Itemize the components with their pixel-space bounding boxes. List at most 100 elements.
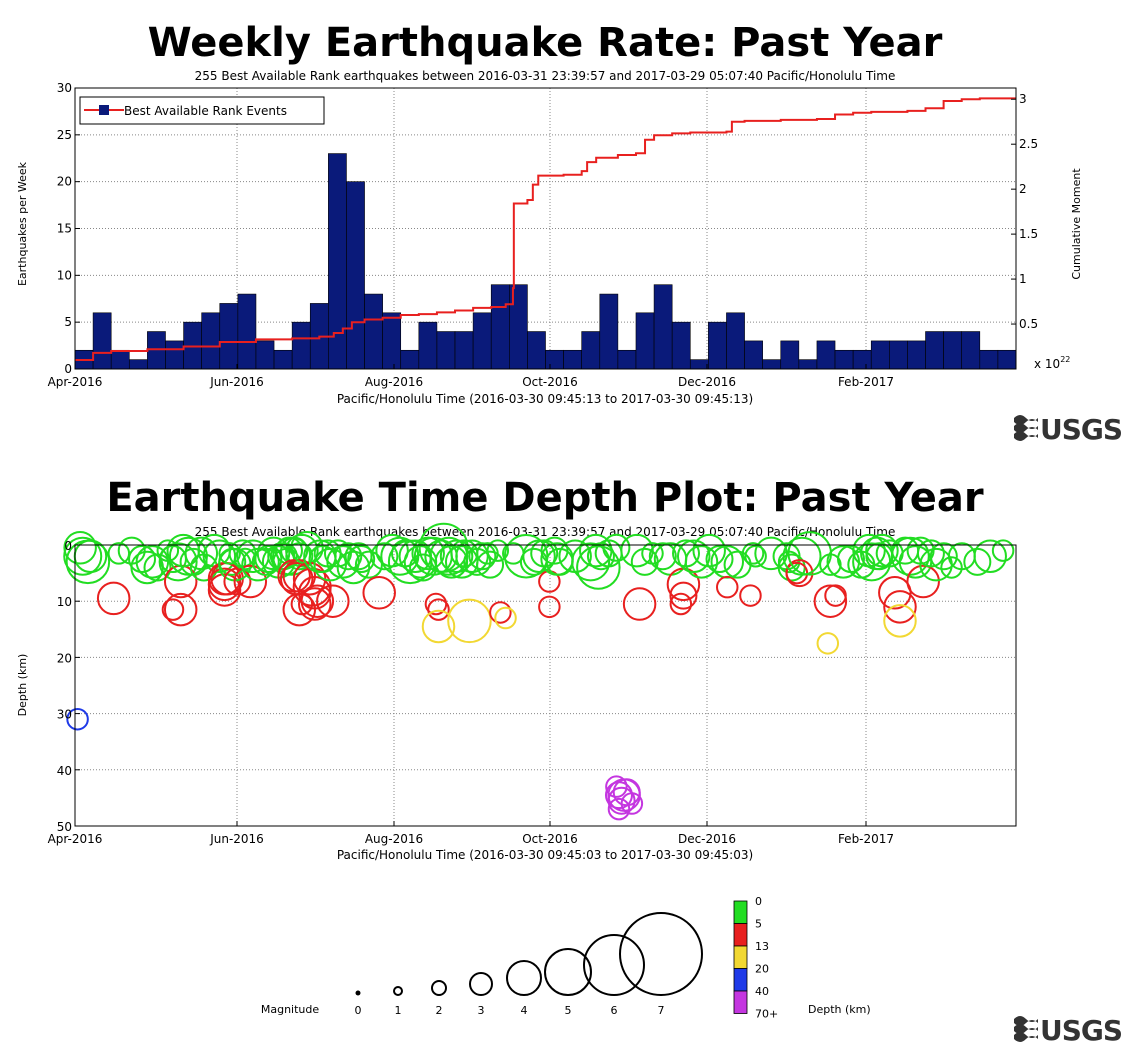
week-bar <box>708 321 727 370</box>
depth-value: 13 <box>755 940 769 953</box>
magnitude-value: 4 <box>521 1004 528 1017</box>
chart1-subtitle: 255 Best Available Rank earthquakes betw… <box>195 69 896 83</box>
magnitude-value: 3 <box>478 1004 485 1017</box>
quake-point <box>63 531 97 565</box>
quake-point <box>96 581 131 616</box>
chart1-title: Weekly Earthquake Rate: Past Year <box>148 20 943 66</box>
quake-point <box>439 539 474 573</box>
quake-point <box>739 584 762 607</box>
usgs-wordmark: USGS <box>1040 1014 1122 1047</box>
cumulative-moment-line <box>75 97 1016 362</box>
quake-point <box>890 536 930 576</box>
week-bar <box>581 331 601 370</box>
y-tick-label: 30 <box>57 708 72 722</box>
chart2-ylabel: Depth (km) <box>16 654 29 717</box>
legend-bar-swatch <box>99 105 109 115</box>
magnitude-legend-items: 0 1 2 3 4 5 6 7 <box>355 912 703 1017</box>
depth-value: 0 <box>755 895 762 908</box>
quake-point <box>107 542 131 565</box>
y-tick-label: 0 <box>64 539 72 553</box>
quake-point <box>940 556 963 579</box>
quake-point <box>785 559 814 588</box>
magnitude-value: 5 <box>565 1004 572 1017</box>
magnitude-legend: Magnitude 0 1 2 3 4 5 6 7 <box>261 912 703 1017</box>
week-bar <box>436 331 456 370</box>
quake-point <box>256 536 291 571</box>
quake-point <box>354 550 383 579</box>
quake-point <box>292 567 332 607</box>
magnitude-circle <box>393 986 403 996</box>
week-bar <box>527 331 546 370</box>
quake-point <box>429 536 469 576</box>
quake-point <box>824 584 847 607</box>
quake-point <box>630 547 659 576</box>
depth-swatch <box>733 968 748 992</box>
magnitude-circle <box>431 980 447 996</box>
depth-value: 70+ <box>755 1008 778 1021</box>
y2-tick-label: 3 <box>1019 92 1027 106</box>
magnitude-circle <box>469 972 493 996</box>
week-bar <box>147 331 166 370</box>
week-bar <box>744 340 763 370</box>
quake-point <box>878 576 912 610</box>
quake-point <box>494 606 517 630</box>
week-bar <box>563 349 582 370</box>
chart1-y2label: Cumulative Moment <box>1070 168 1083 280</box>
depth-swatch <box>733 945 748 969</box>
chart2-x-ticks: Apr-2016 Jun-2016 Aug-2016 Oct-2016 Dec-2016… <box>48 821 894 846</box>
week-bar <box>870 340 890 370</box>
x-tick-label: Oct-2016 <box>522 832 578 846</box>
quake-point <box>754 536 788 571</box>
y-tick-label: 0 <box>64 362 72 376</box>
quake-point <box>684 545 719 579</box>
week-bar <box>653 284 673 370</box>
y-tick-label: 20 <box>57 175 72 189</box>
week-bar <box>617 349 637 370</box>
quake-point <box>669 581 698 610</box>
week-bar <box>454 331 474 370</box>
quake-point <box>63 536 103 576</box>
y-tick-label: 20 <box>57 651 72 665</box>
quake-point <box>421 609 456 644</box>
quake-point <box>489 601 512 624</box>
y2-tick-label: 2.5 <box>1019 137 1038 151</box>
quake-point <box>163 592 198 627</box>
depth-value: 20 <box>755 963 769 976</box>
week-bar <box>997 349 1017 370</box>
y-tick-label: 5 <box>64 315 72 329</box>
legend-label: Best Available Rank Events <box>124 104 287 118</box>
usgs-wave-icon <box>1014 1016 1038 1042</box>
quake-point <box>973 539 1007 573</box>
y-tick-label: 40 <box>57 764 72 778</box>
quake-point <box>375 533 409 568</box>
quake-point <box>66 707 89 731</box>
week-bar <box>165 340 184 370</box>
week-bar <box>490 284 510 370</box>
quake-point <box>316 584 350 618</box>
chart1-y2-ticks: 0.5 1 1.5 2 2.5 3 <box>1011 92 1038 331</box>
depth-legend-items: 0 5 13 20 40 70+ <box>733 895 778 1021</box>
week-bar <box>907 340 926 370</box>
quake-point <box>865 533 899 568</box>
x-tick-label: Dec-2016 <box>678 375 736 389</box>
quake-point <box>666 567 701 602</box>
quake-point <box>455 539 489 573</box>
y-tick-label: 25 <box>57 128 72 142</box>
magnitude-circle <box>355 990 361 996</box>
x-tick-label: Apr-2016 <box>48 832 103 846</box>
quake-point <box>434 545 469 579</box>
quake-point <box>184 536 219 571</box>
x-tick-label: Feb-2017 <box>838 375 894 389</box>
chart1-y2-multiplier: x 1022 <box>1034 355 1070 371</box>
quake-point <box>612 778 641 807</box>
multiplier-exponent: 22 <box>1060 355 1070 364</box>
quake-point <box>744 544 767 568</box>
quake-point <box>463 547 492 576</box>
y-tick-label: 10 <box>57 268 72 282</box>
quake-point <box>128 545 157 574</box>
multiplier-base: x 10 <box>1034 357 1060 371</box>
week-bar <box>418 321 438 370</box>
week-bar <box>201 312 221 370</box>
quake-point <box>223 567 252 596</box>
